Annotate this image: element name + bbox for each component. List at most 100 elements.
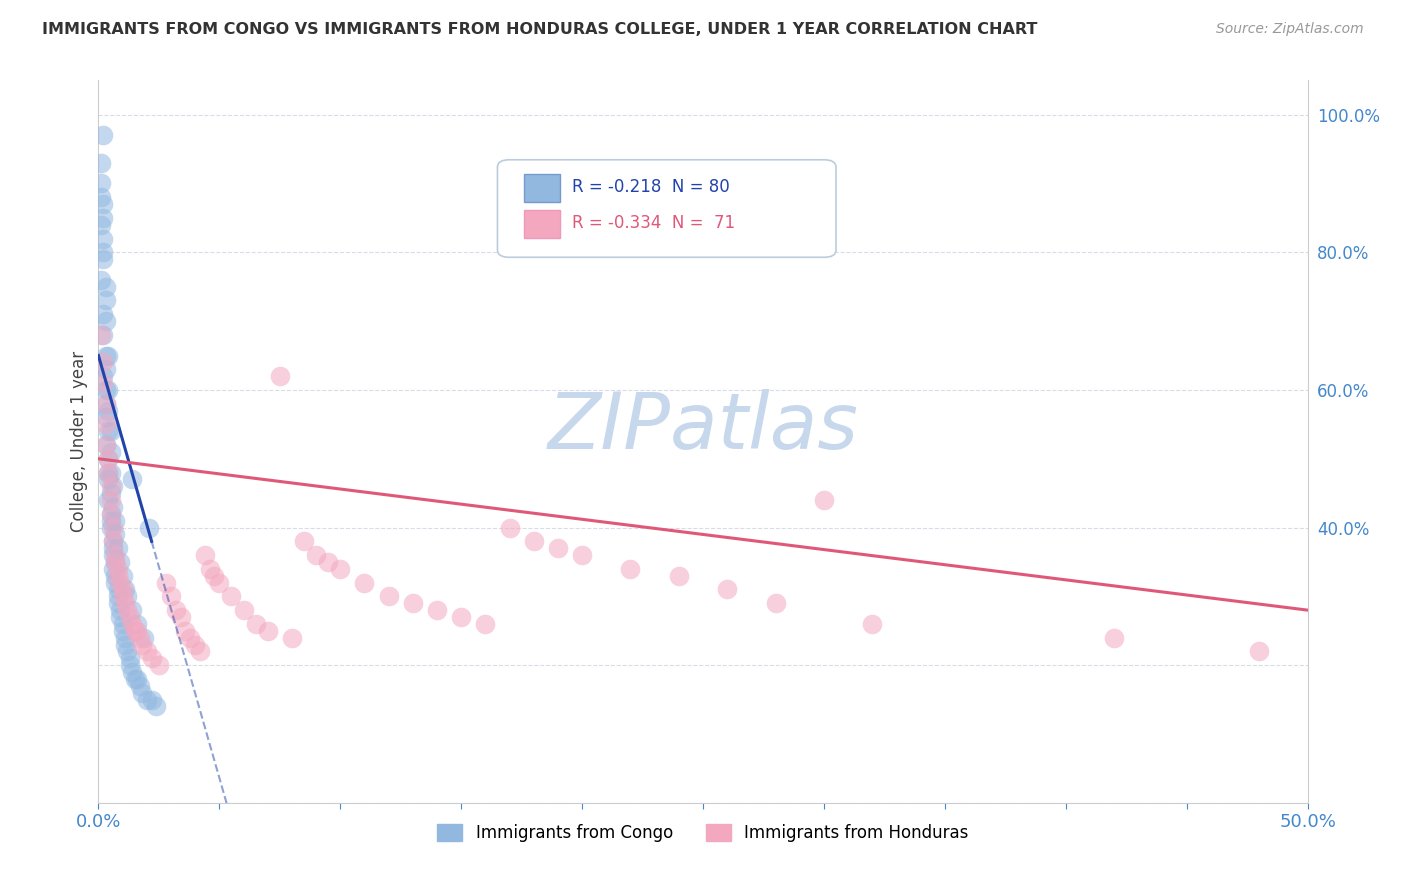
Point [523, 534, 546, 549]
Point [117, 644, 139, 658]
Point [114, 631, 136, 645]
Point [100, 514, 122, 528]
Point [474, 616, 496, 631]
Point [97, 349, 120, 363]
Point [101, 548, 124, 562]
Point [104, 527, 127, 541]
Point [94, 438, 117, 452]
Point [402, 596, 425, 610]
Point [94, 397, 117, 411]
Point [100, 507, 122, 521]
Point [668, 568, 690, 582]
Point [97, 451, 120, 466]
FancyBboxPatch shape [524, 211, 561, 238]
Point [128, 679, 150, 693]
Point [91, 307, 114, 321]
Point [100, 520, 122, 534]
Point [107, 590, 129, 604]
Point [169, 610, 191, 624]
Point [108, 603, 131, 617]
Point [353, 575, 375, 590]
FancyBboxPatch shape [498, 160, 837, 257]
Point [97, 466, 120, 480]
Point [245, 616, 267, 631]
Point [117, 590, 139, 604]
Point [94, 410, 117, 425]
Point [188, 644, 211, 658]
Point [498, 520, 520, 534]
Point [111, 590, 134, 604]
Point [547, 541, 569, 556]
Point [179, 631, 201, 645]
Point [104, 575, 127, 590]
Point [165, 603, 187, 617]
Point [141, 651, 163, 665]
Text: Source: ZipAtlas.com: Source: ZipAtlas.com [1216, 22, 1364, 37]
Point [450, 610, 472, 624]
Point [114, 638, 136, 652]
Point [90, 327, 112, 342]
Point [90, 273, 112, 287]
Point [101, 479, 124, 493]
Point [118, 610, 141, 624]
Point [104, 548, 127, 562]
Point [101, 541, 124, 556]
Point [127, 672, 149, 686]
Point [145, 699, 167, 714]
Point [232, 603, 254, 617]
Point [174, 624, 197, 638]
Point [138, 520, 160, 534]
Y-axis label: College, Under 1 year: College, Under 1 year [70, 351, 89, 533]
Legend: Immigrants from Congo, Immigrants from Honduras: Immigrants from Congo, Immigrants from H… [430, 817, 976, 848]
Point [124, 624, 146, 638]
Point [100, 493, 122, 508]
Point [118, 651, 141, 665]
Point [131, 638, 153, 652]
Point [107, 596, 129, 610]
Point [148, 658, 170, 673]
Point [97, 472, 120, 486]
Point [104, 555, 127, 569]
Point [1102, 631, 1125, 645]
FancyBboxPatch shape [524, 174, 561, 202]
Point [121, 472, 143, 486]
Point [90, 177, 112, 191]
Text: ZIPatlas: ZIPatlas [547, 389, 859, 465]
Point [91, 245, 114, 260]
Point [184, 638, 207, 652]
Point [107, 541, 129, 556]
Point [114, 582, 136, 597]
Text: R = -0.334  N =  71: R = -0.334 N = 71 [572, 214, 735, 232]
Point [97, 466, 120, 480]
Point [91, 369, 114, 384]
Point [97, 383, 120, 397]
Point [108, 610, 131, 624]
Point [117, 603, 139, 617]
Point [377, 590, 399, 604]
Point [108, 555, 131, 569]
Point [131, 686, 153, 700]
Point [100, 466, 122, 480]
Point [97, 424, 120, 438]
Point [813, 493, 835, 508]
Point [104, 514, 127, 528]
Point [97, 493, 120, 508]
Point [571, 548, 593, 562]
Point [765, 596, 787, 610]
Point [619, 562, 641, 576]
Point [90, 190, 112, 204]
Point [91, 327, 114, 342]
Point [94, 314, 117, 328]
Point [160, 590, 183, 604]
Point [281, 631, 304, 645]
Point [91, 376, 114, 390]
Point [91, 197, 114, 211]
Point [94, 362, 117, 376]
Point [91, 128, 114, 143]
Point [127, 624, 149, 638]
Point [127, 616, 149, 631]
Point [91, 211, 114, 225]
Point [141, 692, 163, 706]
Point [204, 568, 226, 582]
Point [94, 293, 117, 308]
